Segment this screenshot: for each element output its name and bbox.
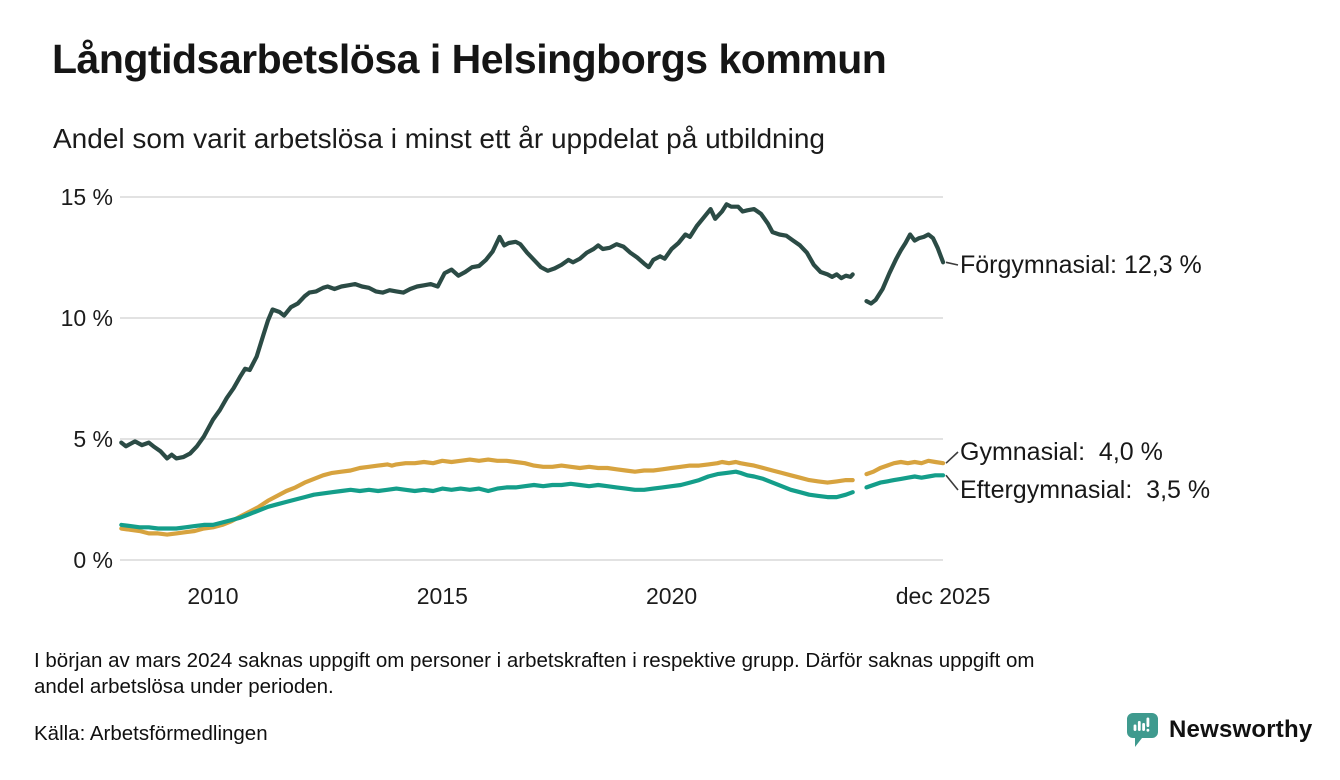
newsworthy-speech-bubble-chart-icon (1127, 713, 1158, 747)
line-end-label-gymnasial: Gymnasial: 4,0 % (960, 438, 1163, 466)
logo-bar-chart-glyph (1133, 717, 1150, 732)
y-tick-label-0: 0 % (73, 547, 113, 573)
y-tick-label-10: 10 % (60, 305, 113, 331)
series-line-förgymnasial-seg2 (864, 232, 946, 306)
newsworthy-logo: Newsworthy (1125, 711, 1312, 749)
source-note: Källa: Arbetsförmedlingen (34, 722, 268, 745)
line-end-label-eftergymnasial: Eftergymnasial: 3,5 % (960, 476, 1211, 504)
page-subtitle: Andel som varit arbetslösa i minst ett å… (53, 123, 825, 154)
x-tick-label-2015: 2015 (416, 583, 468, 609)
leader-line-gymnasial (945, 451, 959, 464)
y-tick-label-15: 15 % (60, 184, 113, 210)
footnote-line-1: I början av mars 2024 saknas uppgift om … (34, 649, 1035, 672)
footnote: I början av mars 2024 saknas uppgift om … (34, 648, 1034, 700)
newsworthy-wordmark: Newsworthy (1169, 716, 1313, 743)
series-lines (119, 202, 946, 537)
series-line-eftergymnasial-seg2 (864, 473, 946, 490)
gridlines (120, 196, 943, 561)
leader-line-förgymnasial (945, 261, 959, 266)
x-tick-label-dec-2025: dec 2025 (895, 583, 991, 609)
label-leader-lines (945, 261, 959, 491)
y-tick-label-5: 5 % (73, 426, 113, 452)
series-line-gymnasial-seg1 (119, 457, 855, 537)
x-tick-label-2020: 2020 (646, 583, 698, 609)
series-line-eftergymnasial-seg1 (119, 469, 855, 531)
line-end-label-förgymnasial: Förgymnasial: 12,3 % (960, 251, 1202, 279)
series-line-förgymnasial-seg1 (119, 202, 855, 461)
page-title: Långtidsarbetslösa i Helsingborgs kommun (52, 36, 887, 82)
series-line-gymnasial-seg2 (864, 458, 946, 477)
leader-line-eftergymnasial (945, 474, 959, 491)
x-tick-label-2010: 2010 (187, 583, 239, 609)
footnote-line-2: andel arbetslösa under perioden. (34, 675, 334, 698)
